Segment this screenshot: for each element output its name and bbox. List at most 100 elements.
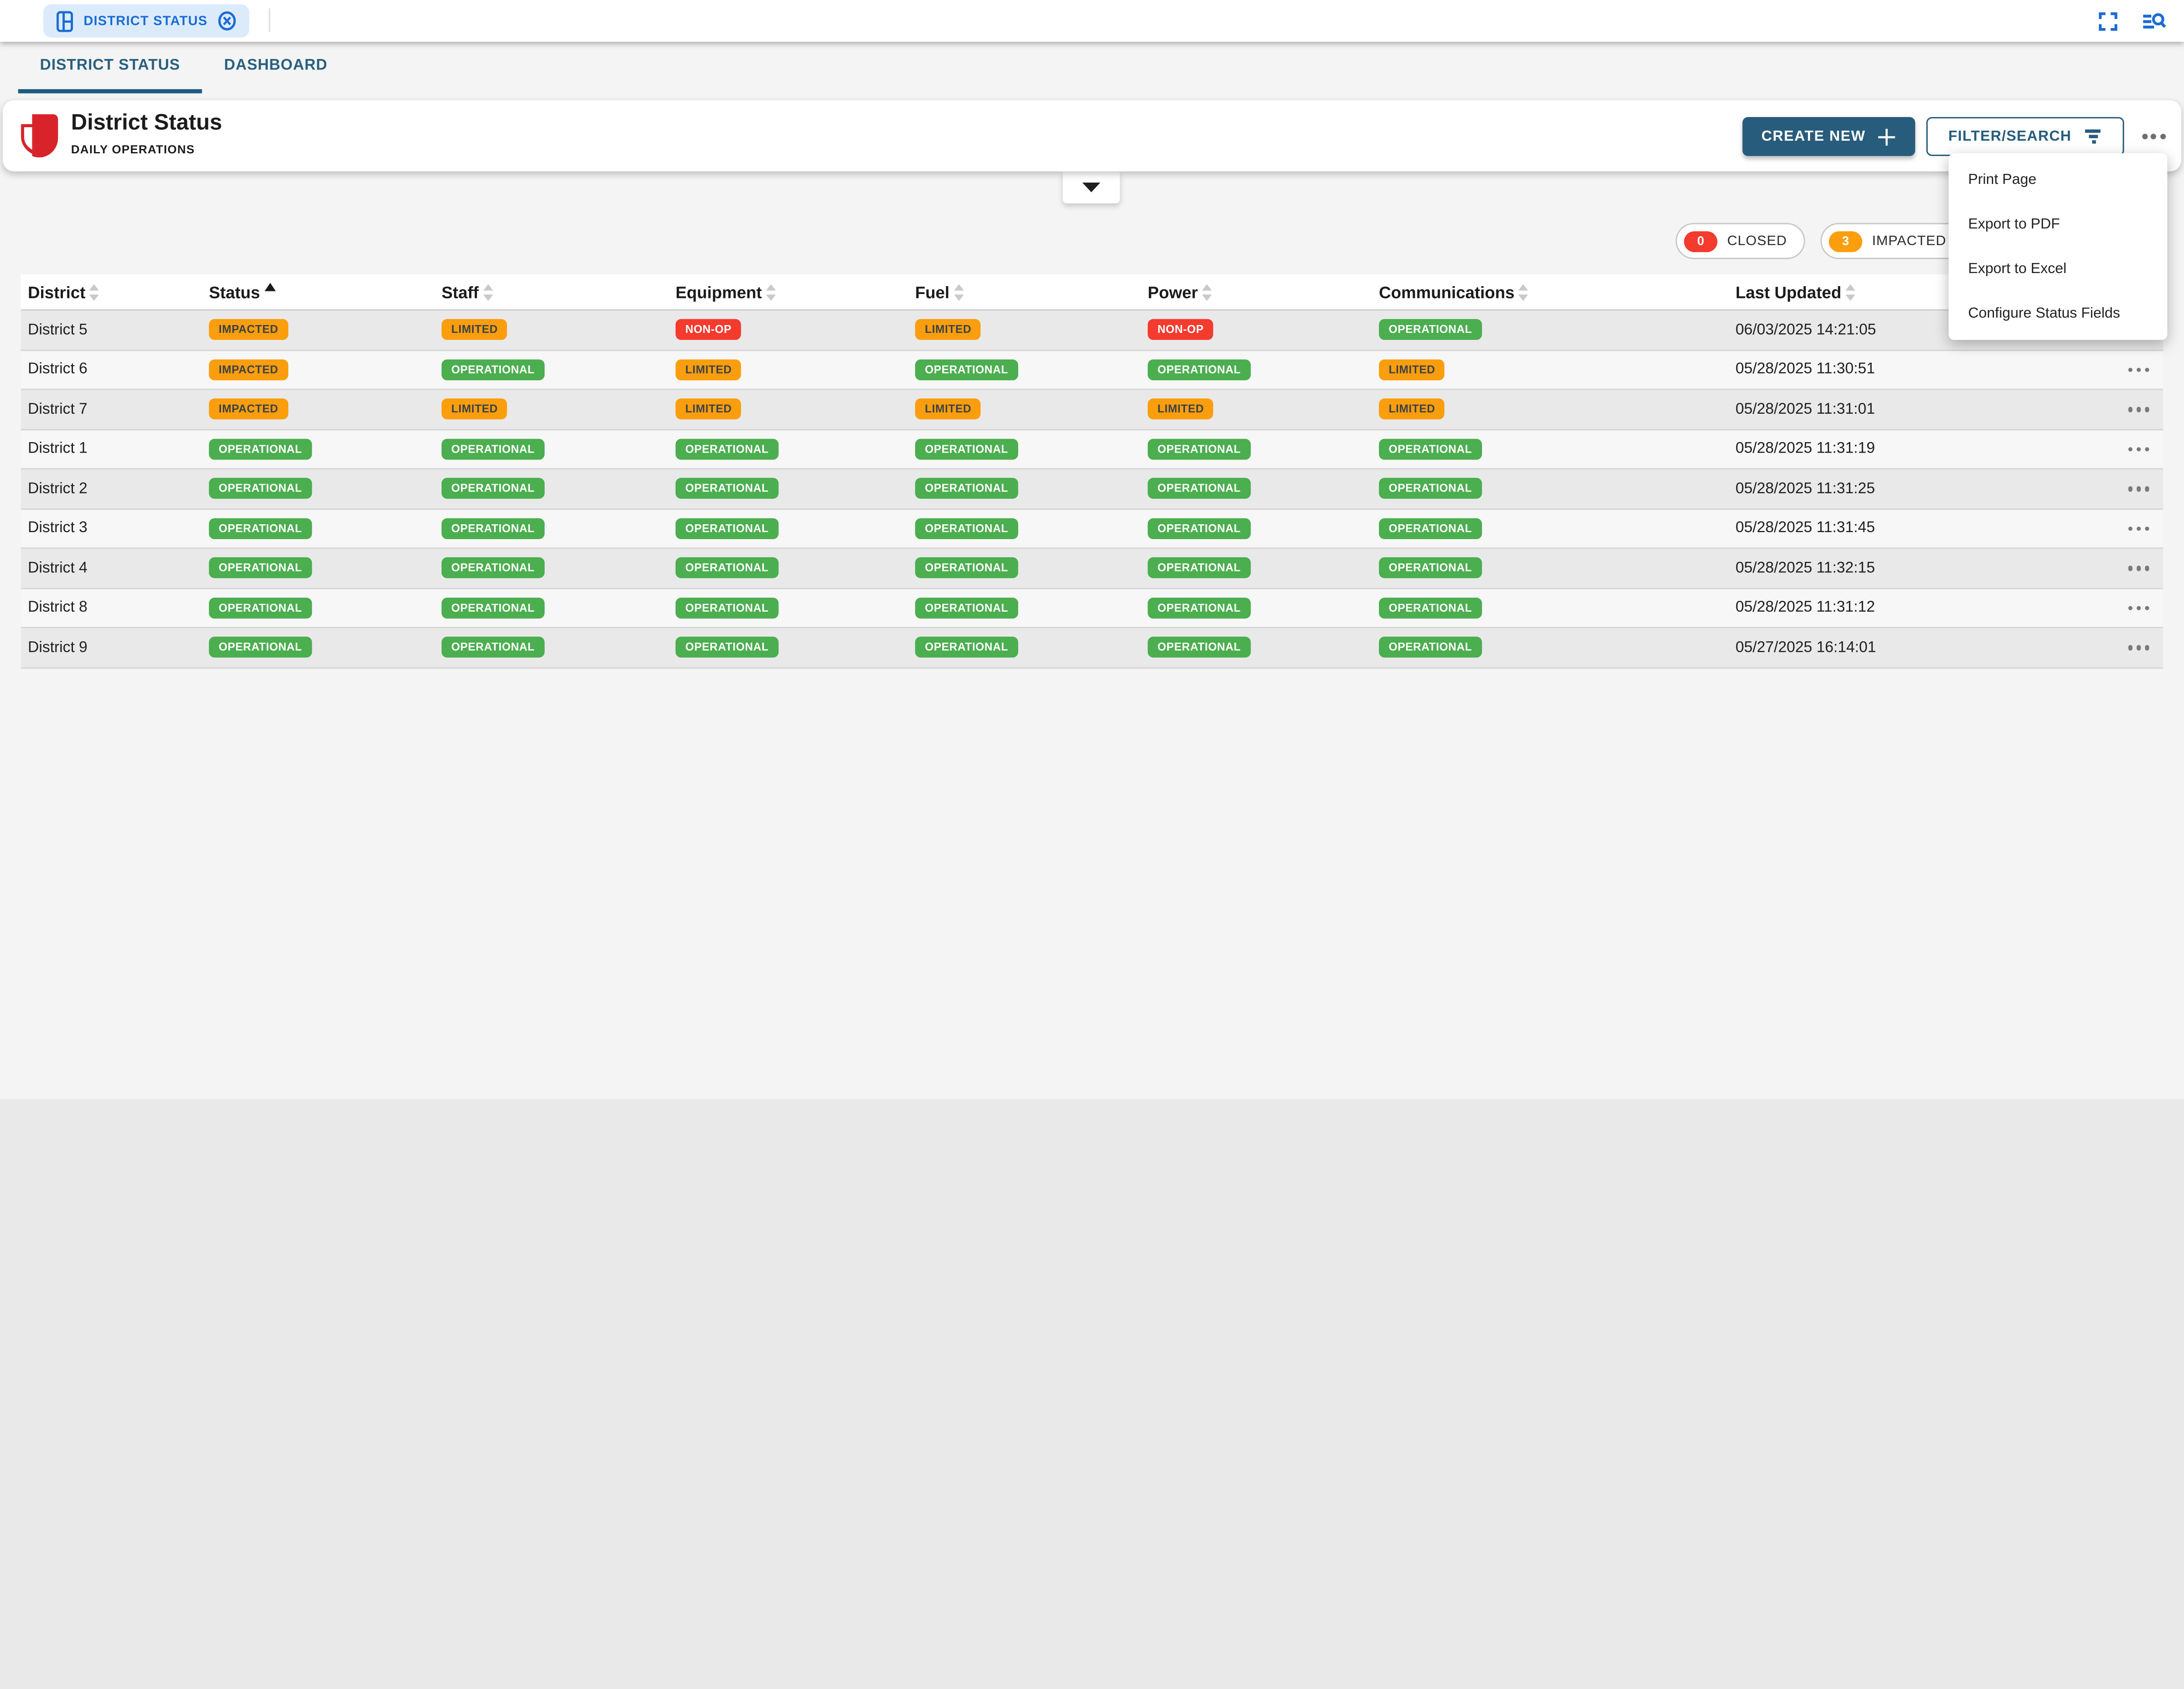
communications-cell: OPERATIONAL — [1372, 557, 1728, 579]
table-header-row: District Status Staff Equipment Fuel Power Com… — [21, 274, 2163, 311]
district-status-table: District Status Staff Equipment Fuel Power Com… — [21, 274, 2163, 668]
column-header-district[interactable]: District — [21, 282, 202, 302]
fullscreen-icon — [2098, 10, 2118, 31]
menu-item-configure-status-fields[interactable]: Configure Status Fields — [1968, 305, 2120, 322]
power-status-pill: OPERATIONAL — [1147, 637, 1251, 658]
row-actions-button[interactable] — [2127, 645, 2149, 650]
search-list-button[interactable] — [2142, 10, 2166, 31]
filter-search-button[interactable]: FILTER/SEARCH — [1926, 117, 2124, 156]
staff-status-pill: OPERATIONAL — [441, 637, 545, 658]
ellipsis-icon — [2127, 526, 2149, 531]
row-actions-cell — [2102, 407, 2163, 412]
last-updated-cell: 05/28/2025 11:31:19 — [1735, 440, 1875, 457]
status-cell: OPERATIONAL — [202, 597, 435, 619]
district-name-cell: District 4 — [28, 560, 88, 577]
status-cell: OPERATIONAL — [202, 557, 435, 579]
sort-icon — [954, 283, 964, 301]
row-actions-cell — [2102, 565, 2163, 571]
create-new-button[interactable]: CREATE NEW — [1742, 117, 1915, 156]
tab-dashboard[interactable]: DASHBOARD — [224, 57, 328, 74]
column-label: Equipment — [675, 282, 762, 302]
fuel-status-pill: OPERATIONAL — [915, 637, 1018, 658]
column-header-power[interactable]: Power — [1141, 282, 1372, 301]
menu-item-export-to-excel[interactable]: Export to Excel — [1968, 260, 2067, 277]
table-row: District 6 IMPACTED OPERATIONAL LIMITED OPER… — [21, 350, 2163, 390]
fuel-cell: OPERATIONAL — [908, 359, 1141, 380]
district-name-cell: District 5 — [28, 321, 88, 339]
row-actions-button[interactable] — [2127, 446, 2149, 452]
column-header-communications[interactable]: Communications — [1372, 282, 1728, 301]
open-view-chip-label: DISTRICT STATUS — [83, 13, 208, 29]
equipment-status-pill: OPERATIONAL — [675, 637, 779, 658]
fuel-status-pill: LIMITED — [915, 319, 981, 340]
row-actions-button[interactable] — [2127, 407, 2149, 412]
tab-district-status[interactable]: DISTRICT STATUS — [40, 57, 180, 74]
table-row: District 9 OPERATIONAL OPERATIONAL OPERATIO… — [21, 628, 2163, 668]
column-header-staff[interactable]: Staff — [435, 282, 669, 301]
table-row: District 8 OPERATIONAL OPERATIONAL OPERATIO… — [21, 588, 2163, 629]
table-row: District 1 OPERATIONAL OPERATIONAL OPERATIO… — [21, 429, 2163, 470]
equipment-status-pill: NON-OP — [675, 319, 742, 340]
collapse-header-button[interactable] — [1063, 171, 1120, 204]
equipment-cell: OPERATIONAL — [669, 438, 908, 460]
fuel-cell: LIMITED — [908, 398, 1141, 420]
status-cell: IMPACTED — [202, 359, 435, 380]
summary-chip-label: IMPACTED — [1872, 233, 1946, 249]
communications-status-pill: OPERATIONAL — [1379, 637, 1482, 658]
close-view-icon[interactable] — [218, 11, 237, 31]
power-status-pill: OPERATIONAL — [1147, 518, 1251, 539]
power-cell: OPERATIONAL — [1141, 557, 1372, 579]
equipment-status-pill: OPERATIONAL — [675, 597, 779, 619]
row-actions-button[interactable] — [2127, 605, 2149, 610]
column-header-fuel[interactable]: Fuel — [908, 282, 1141, 301]
row-actions-button[interactable] — [2127, 526, 2149, 531]
column-label: District — [28, 282, 86, 302]
summary-chip-label: CLOSED — [1727, 233, 1787, 249]
equipment-cell: OPERATIONAL — [669, 597, 908, 619]
column-header-equipment[interactable]: Equipment — [669, 282, 908, 302]
fuel-status-pill: OPERATIONAL — [915, 359, 1018, 380]
equipment-cell: OPERATIONAL — [669, 518, 908, 539]
summary-chip-closed[interactable]: 0 CLOSED — [1676, 223, 1805, 260]
communications-cell: OPERATIONAL — [1372, 319, 1728, 340]
communications-status-pill: OPERATIONAL — [1379, 478, 1482, 499]
power-status-pill: LIMITED — [1147, 398, 1214, 420]
status-cell: OPERATIONAL — [202, 478, 435, 499]
staff-status-pill: LIMITED — [441, 398, 508, 420]
equipment-status-pill: LIMITED — [675, 359, 742, 380]
summary-count-badge: 3 — [1828, 230, 1863, 252]
ellipsis-icon — [2127, 605, 2149, 610]
fuel-status-pill: OPERATIONAL — [915, 597, 1018, 619]
district-name-cell: District 2 — [28, 480, 88, 497]
page-title: District Status — [71, 111, 222, 135]
communications-cell: OPERATIONAL — [1372, 637, 1728, 658]
status-cell: IMPACTED — [202, 319, 435, 340]
column-header-last-updated[interactable]: Last Updated — [1728, 282, 2102, 302]
open-view-chip[interactable]: DISTRICT STATUS — [43, 4, 249, 38]
sort-asc-icon — [264, 282, 276, 302]
communications-status-pill: LIMITED — [1379, 398, 1445, 420]
page-header: District Status DAILY OPERATIONS CREATE … — [3, 100, 2181, 172]
fuel-status-pill: OPERATIONAL — [915, 478, 1018, 499]
staff-status-pill: OPERATIONAL — [441, 557, 545, 579]
fullscreen-button[interactable] — [2098, 10, 2118, 31]
status-status-pill: OPERATIONAL — [209, 637, 312, 658]
menu-item-print-page[interactable]: Print Page — [1968, 171, 2037, 188]
power-status-pill: OPERATIONAL — [1147, 438, 1251, 460]
fuel-cell: OPERATIONAL — [908, 518, 1141, 539]
sort-icon — [90, 283, 100, 301]
row-actions-cell — [2102, 367, 2163, 372]
row-actions-button[interactable] — [2127, 367, 2149, 372]
power-cell: OPERATIONAL — [1141, 359, 1372, 380]
equipment-cell: LIMITED — [669, 359, 908, 380]
equipment-cell: OPERATIONAL — [669, 637, 908, 658]
row-actions-button[interactable] — [2127, 565, 2149, 571]
menu-item-export-to-pdf[interactable]: Export to PDF — [1968, 216, 2060, 233]
power-cell: NON-OP — [1141, 319, 1372, 340]
row-actions-button[interactable] — [2127, 486, 2149, 491]
equipment-cell: NON-OP — [669, 319, 908, 340]
column-label: Last Updated — [1735, 282, 1842, 302]
status-status-pill: OPERATIONAL — [209, 478, 312, 499]
column-header-status[interactable]: Status — [202, 282, 435, 302]
header-more-actions-button[interactable] — [2134, 117, 2173, 156]
